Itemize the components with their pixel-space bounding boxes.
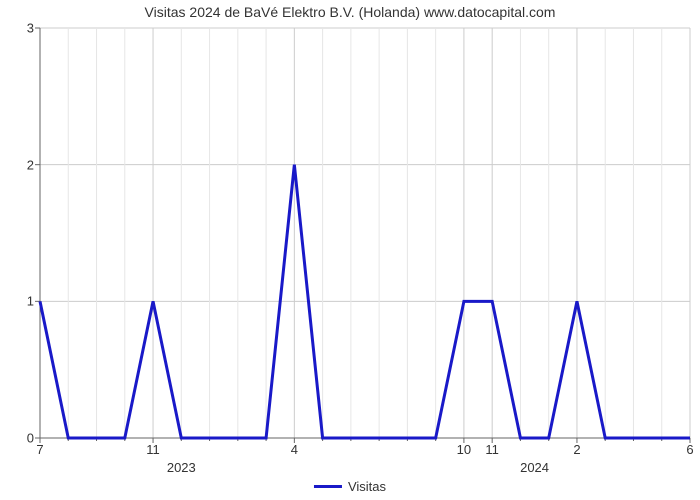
plot-svg xyxy=(28,16,700,450)
x-tick-label: 4 xyxy=(291,438,298,457)
line-chart: Visitas 2024 de BaVé Elektro B.V. (Holan… xyxy=(0,0,700,500)
y-tick-label: 2 xyxy=(4,157,40,172)
x-tick-label: 2 xyxy=(573,438,580,457)
x-sub-label: 2023 xyxy=(167,438,196,475)
x-sub-label: 2024 xyxy=(520,438,549,475)
x-tick-label: 7 xyxy=(36,438,43,457)
legend: Visitas xyxy=(314,479,386,494)
y-tick-label: 1 xyxy=(4,294,40,309)
x-tick-label: 11 xyxy=(485,438,499,457)
x-tick-label: 6 xyxy=(686,438,693,457)
y-tick-label: 0 xyxy=(4,431,40,446)
y-tick-label: 3 xyxy=(4,21,40,36)
legend-swatch xyxy=(314,485,342,488)
x-tick-label: 10 xyxy=(457,438,471,457)
plot-area: 0123711410112620232024 xyxy=(40,28,690,438)
x-tick-label: 11 xyxy=(146,438,160,457)
legend-label: Visitas xyxy=(348,479,386,494)
